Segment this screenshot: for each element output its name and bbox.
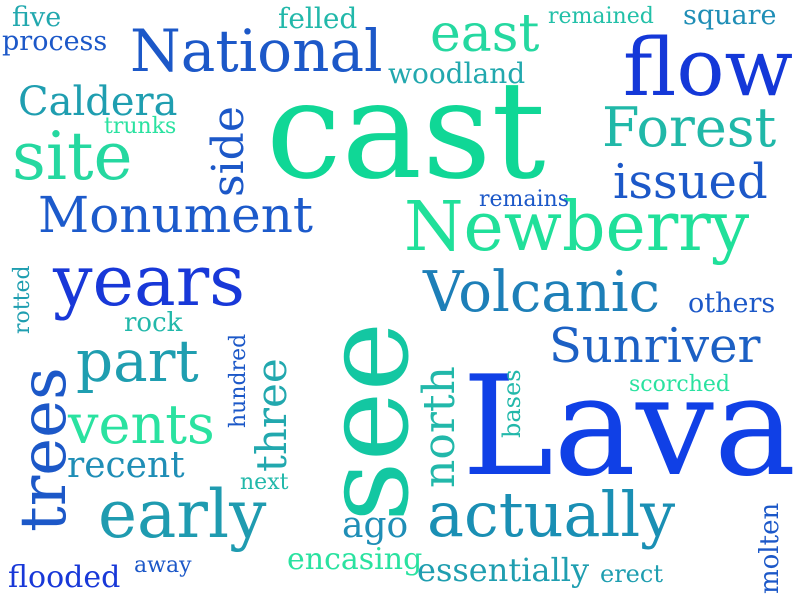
word-site: site bbox=[12, 118, 133, 195]
word-away: away bbox=[134, 553, 192, 578]
word-early: early bbox=[98, 476, 267, 553]
word-rotted: rotted bbox=[10, 265, 35, 334]
word-bases: bases bbox=[498, 369, 526, 438]
word-flow: flow bbox=[623, 21, 793, 114]
word-flooded: flooded bbox=[8, 560, 121, 595]
word-woodland: woodland bbox=[388, 57, 526, 90]
word-newberry: Newberry bbox=[404, 188, 750, 267]
word-see: see bbox=[297, 321, 435, 522]
word-encasing: encasing bbox=[287, 542, 423, 577]
word-east: east bbox=[430, 4, 540, 64]
word-molten: molten bbox=[755, 502, 785, 594]
word-rock: rock bbox=[124, 308, 183, 338]
word-scorched: scorched bbox=[629, 372, 730, 397]
word-erect: erect bbox=[600, 560, 663, 588]
word-side: side bbox=[203, 106, 254, 197]
word-essentially: essentially bbox=[417, 551, 590, 589]
word-part: part bbox=[76, 327, 199, 395]
word-felled: felled bbox=[278, 2, 358, 35]
word-hundred: hundred bbox=[226, 333, 251, 428]
word-remained: remained bbox=[548, 4, 654, 29]
word-next: next bbox=[240, 470, 289, 495]
word-national: National bbox=[130, 17, 383, 85]
word-trunks: trunks bbox=[104, 114, 177, 139]
word-ago: ago bbox=[342, 505, 409, 546]
word-sunriver: Sunriver bbox=[549, 318, 761, 374]
word-actually: actually bbox=[427, 478, 676, 551]
word-others: others bbox=[688, 288, 776, 319]
word-north: north bbox=[414, 366, 465, 488]
word-forest: Forest bbox=[602, 96, 777, 159]
word-years: years bbox=[53, 240, 246, 322]
word-caldera: Caldera bbox=[18, 79, 178, 125]
word-remains: remains bbox=[479, 187, 570, 212]
word-five: five bbox=[12, 2, 62, 33]
word-process: process bbox=[2, 26, 108, 57]
word-vents: vents bbox=[68, 393, 215, 456]
word-square: square bbox=[683, 0, 777, 31]
word-issued: issued bbox=[613, 154, 768, 210]
word-recent: recent bbox=[67, 445, 185, 486]
word-three: three bbox=[247, 358, 296, 472]
word-volcanic: Volcanic bbox=[423, 260, 661, 325]
word-monument: Monument bbox=[38, 186, 313, 244]
word-cast: cast bbox=[266, 52, 546, 209]
word-lava: Lava bbox=[462, 346, 797, 507]
